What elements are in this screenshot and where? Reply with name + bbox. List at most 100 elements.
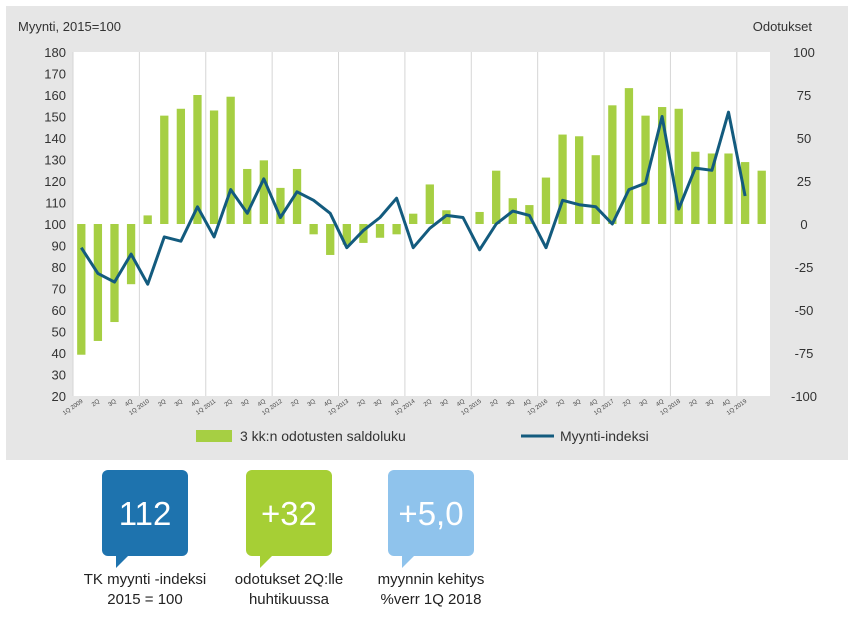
x-tick-label: 3Q xyxy=(639,399,649,409)
expectation-bar xyxy=(160,115,169,224)
combo-chart: Myynti, 2015=100 Odotukset 1801701601501… xyxy=(18,19,817,444)
right-tick-label: -75 xyxy=(795,346,814,361)
legend-bar-swatch xyxy=(196,430,232,442)
line-layer xyxy=(80,110,747,286)
expectation-bar xyxy=(575,136,584,224)
expectation-bar xyxy=(641,115,650,224)
x-tick-label: 2Q xyxy=(290,399,300,409)
expectation-bar xyxy=(143,215,152,224)
expectation-bar xyxy=(541,177,551,224)
left-tick-label: 170 xyxy=(44,67,66,82)
x-tick-label: 2Q xyxy=(622,399,632,409)
x-tick-label: 4Q xyxy=(390,399,400,409)
left-tick-label: 160 xyxy=(44,88,66,103)
expectation-bar xyxy=(392,224,401,235)
x-tick-label: 4Q xyxy=(323,399,333,409)
expectation-bar xyxy=(326,224,335,255)
x-tick-label: 3Q xyxy=(440,399,450,409)
kpi-value: +32 xyxy=(261,495,317,532)
right-axis-ticks: 100 75 50 25 0 -25 -50 -75 -100 xyxy=(791,45,817,404)
x-tick-label: 4Q xyxy=(523,399,533,409)
x-tick-label: 4Q xyxy=(257,399,267,409)
expectation-bar xyxy=(757,170,766,224)
kpi-caption-line2: 2015 = 100 xyxy=(107,591,183,608)
left-tick-label: 130 xyxy=(44,153,66,168)
kpi-caption-line2: huhtikuussa xyxy=(248,591,330,608)
expectation-bar xyxy=(375,224,385,238)
kpi-caption-line1: myynnin kehitys xyxy=(377,571,485,588)
expectation-bar xyxy=(492,170,501,224)
left-tick-label: 70 xyxy=(52,282,66,297)
expectation-bar xyxy=(292,168,302,224)
x-tick-label: 2Q xyxy=(157,399,167,409)
left-tick-label: 60 xyxy=(52,303,66,318)
kpi-box xyxy=(246,470,332,556)
right-tick-label: 50 xyxy=(797,131,811,146)
expectation-bar xyxy=(176,108,186,224)
x-tick-label: 2Q xyxy=(91,399,101,409)
chart-panel: Myynti, 2015=100 Odotukset 180 170 160 150 1… xyxy=(6,6,848,460)
expectation-bar xyxy=(724,153,733,224)
expectation-bar xyxy=(193,95,202,224)
right-tick-label: 75 xyxy=(797,88,811,103)
x-tick-label: 2Q xyxy=(423,399,433,409)
left-axis-label: Myynti, 2015=100 xyxy=(18,19,121,34)
expectation-bar xyxy=(475,211,484,224)
expectation-bar xyxy=(309,224,318,235)
x-tick-label: 3Q xyxy=(240,399,250,409)
x-tick-label: 3Q xyxy=(373,399,383,409)
x-tick-label: 4Q xyxy=(124,399,134,409)
right-axis-label: Odotukset xyxy=(753,19,813,34)
expectation-bar xyxy=(608,105,617,224)
expectation-bar xyxy=(259,160,268,224)
kpi-box xyxy=(102,470,188,556)
kpi-pointer xyxy=(260,552,276,568)
x-tick-label: 3Q xyxy=(174,399,184,409)
left-tick-label: 140 xyxy=(44,131,66,146)
x-tick-label: 3Q xyxy=(307,399,317,409)
left-axis-ticks: 180 170 160 150 140 130 120 110 100 90 80 70 60 50 40 3… xyxy=(44,45,66,404)
left-tick-label: 90 xyxy=(52,239,66,254)
legend-bar-label: 3 kk:n odotusten saldoluku xyxy=(240,428,406,444)
left-tick-label: 30 xyxy=(52,368,66,383)
expectation-bar xyxy=(342,224,351,245)
left-tick-label: 50 xyxy=(52,325,66,340)
right-tick-label: 0 xyxy=(800,217,807,232)
x-tick-label: 4Q xyxy=(191,399,201,409)
kpi-value: 112 xyxy=(118,495,172,532)
expectation-bar xyxy=(624,88,634,225)
left-tick-label: 120 xyxy=(44,174,66,189)
expectation-bar xyxy=(110,224,119,323)
expectation-bar xyxy=(359,224,368,243)
expectation-bar xyxy=(707,153,717,224)
left-tick-label: 80 xyxy=(52,260,66,275)
expectation-bar xyxy=(657,107,667,224)
kpi-pointer xyxy=(402,552,418,568)
x-tick-label: 2Q xyxy=(556,399,566,409)
expectation-bar xyxy=(77,224,86,355)
expectation-bar xyxy=(93,224,103,341)
kpi-value: +5,0 xyxy=(398,495,464,532)
expectation-bar xyxy=(425,184,434,224)
x-tick-label: 4Q xyxy=(655,399,665,409)
legend: 3 kk:n odotusten saldoluku Myynti-indeks… xyxy=(196,428,649,444)
kpi-caption-line1: TK myynti -indeksi xyxy=(83,571,207,588)
x-tick-label: 4Q xyxy=(722,399,732,409)
x-tick-label: 3Q xyxy=(108,399,118,409)
expectation-bar xyxy=(591,155,600,224)
expectation-bar xyxy=(409,213,418,224)
left-tick-label: 100 xyxy=(44,217,66,232)
expectation-bar xyxy=(209,110,219,224)
left-tick-label: 20 xyxy=(52,389,66,404)
right-tick-label: -25 xyxy=(795,260,814,275)
x-tick-label: 2Q xyxy=(357,399,367,409)
x-tick-label: 3Q xyxy=(506,399,516,409)
kpi-box xyxy=(388,470,474,556)
x-tick-label: 3Q xyxy=(572,399,582,409)
left-tick-label: 180 xyxy=(44,45,66,60)
kpi-caption-line1: odotukset 2Q:lle xyxy=(234,571,344,588)
kpi-caption: myynnin kehitys %verr 1Q 2018 xyxy=(356,570,506,610)
left-tick-label: 40 xyxy=(52,346,66,361)
x-tick-label: 2Q xyxy=(688,399,698,409)
x-tick-label: 3Q xyxy=(705,399,715,409)
